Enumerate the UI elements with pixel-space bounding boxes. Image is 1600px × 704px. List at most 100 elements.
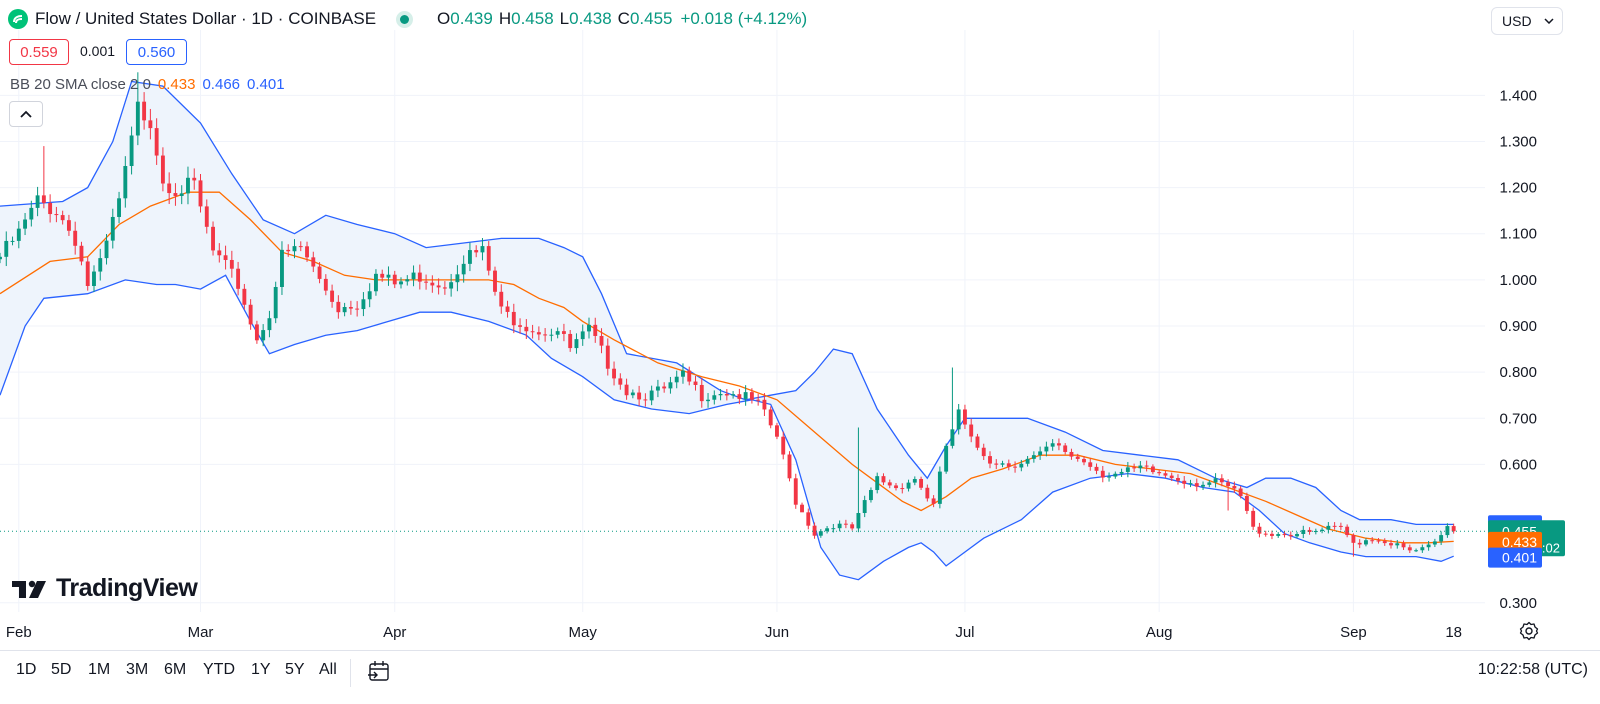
candle-body[interactable] <box>862 500 867 514</box>
candle-body[interactable] <box>668 382 673 389</box>
candle-body[interactable] <box>486 246 491 271</box>
candle-body[interactable] <box>812 525 817 536</box>
candle-body[interactable] <box>1338 525 1343 527</box>
candle-body[interactable] <box>818 531 823 536</box>
candle-body[interactable] <box>160 155 165 184</box>
candle-body[interactable] <box>1207 482 1212 485</box>
candle-body[interactable] <box>988 456 992 464</box>
candle-body[interactable] <box>229 259 234 269</box>
tradingview-logo[interactable]: TradingView <box>12 574 198 603</box>
candle-body[interactable] <box>0 256 2 260</box>
candle-body[interactable] <box>323 278 328 291</box>
candle-body[interactable] <box>117 198 121 217</box>
candle-body[interactable] <box>493 270 497 292</box>
candle-body[interactable] <box>355 308 360 310</box>
candle-body[interactable] <box>1445 526 1450 536</box>
candle-body[interactable] <box>248 304 253 325</box>
calendar-goto-icon[interactable] <box>367 659 391 683</box>
candle-body[interactable] <box>92 271 96 286</box>
candle-body[interactable] <box>1244 495 1249 511</box>
candle-body[interactable] <box>1251 510 1256 527</box>
candle-body[interactable] <box>806 512 811 526</box>
candle-body[interactable] <box>1426 544 1431 548</box>
candle-body[interactable] <box>449 282 454 289</box>
candle-body[interactable] <box>1288 534 1293 537</box>
candle-body[interactable] <box>217 250 222 256</box>
candle-body[interactable] <box>1263 533 1268 535</box>
candle-body[interactable] <box>417 272 422 282</box>
candle-body[interactable] <box>869 490 873 501</box>
candle-body[interactable] <box>142 101 147 121</box>
candle-body[interactable] <box>843 523 848 525</box>
candle-body[interactable] <box>580 331 585 340</box>
candle-body[interactable] <box>925 487 930 499</box>
candle-body[interactable] <box>380 273 385 278</box>
range-1d-button[interactable]: 1D <box>16 661 37 678</box>
candle-body[interactable] <box>693 381 698 385</box>
candle-body[interactable] <box>956 409 961 430</box>
candle-body[interactable] <box>305 246 309 258</box>
candle-body[interactable] <box>4 240 9 257</box>
candle-body[interactable] <box>1188 483 1193 485</box>
candle-body[interactable] <box>1219 478 1224 483</box>
candle-body[interactable] <box>1420 547 1425 551</box>
candle-body[interactable] <box>1150 466 1155 473</box>
candle-body[interactable] <box>643 399 648 401</box>
range-5d-button[interactable]: 5D <box>51 661 72 678</box>
candle-body[interactable] <box>392 274 397 285</box>
candle-body[interactable] <box>1069 451 1074 457</box>
range-1m-button[interactable]: 1M <box>88 661 111 678</box>
candle-body[interactable] <box>242 288 247 305</box>
candle-body[interactable] <box>1044 446 1049 452</box>
candle-body[interactable] <box>1301 529 1306 535</box>
candle-body[interactable] <box>706 399 710 402</box>
candle-body[interactable] <box>499 291 504 307</box>
candle-body[interactable] <box>1038 451 1043 456</box>
candle-body[interactable] <box>881 476 886 483</box>
candle-body[interactable] <box>530 331 535 333</box>
candle-body[interactable] <box>179 193 184 196</box>
candle-body[interactable] <box>975 436 980 448</box>
candle-body[interactable] <box>699 384 704 402</box>
candle-body[interactable] <box>60 215 65 221</box>
candle-body[interactable] <box>561 331 566 334</box>
candle-body[interactable] <box>1082 458 1086 463</box>
candle-body[interactable] <box>912 479 917 483</box>
candle-body[interactable] <box>555 331 560 335</box>
candle-body[interactable] <box>66 220 71 231</box>
candle-body[interactable] <box>1107 476 1111 478</box>
candle-body[interactable] <box>1075 456 1080 459</box>
candle-body[interactable] <box>192 177 197 181</box>
candle-body[interactable] <box>1389 543 1393 546</box>
candle-body[interactable] <box>405 279 410 282</box>
candle-body[interactable] <box>474 250 479 253</box>
candle-body[interactable] <box>1414 550 1419 552</box>
range-3m-button[interactable]: 3M <box>126 661 149 678</box>
candle-body[interactable] <box>54 214 59 216</box>
candle-body[interactable] <box>1282 534 1287 536</box>
candle-body[interactable] <box>718 394 723 396</box>
candle-body[interactable] <box>1364 540 1368 545</box>
candle-body[interactable] <box>549 334 554 336</box>
candle-body[interactable] <box>944 445 949 472</box>
candle-body[interactable] <box>10 240 15 242</box>
candle-body[interactable] <box>543 334 548 336</box>
candle-body[interactable] <box>1320 529 1325 532</box>
candle-body[interactable] <box>336 301 341 313</box>
candle-body[interactable] <box>587 324 591 332</box>
candle-body[interactable] <box>568 333 573 349</box>
candle-body[interactable] <box>624 384 629 396</box>
candle-body[interactable] <box>167 183 172 194</box>
candle-body[interactable] <box>605 345 610 369</box>
candle-body[interactable] <box>511 311 516 326</box>
candle-body[interactable] <box>1000 463 1005 465</box>
candle-body[interactable] <box>1370 540 1375 542</box>
candle-body[interactable] <box>887 482 892 486</box>
candle-body[interactable] <box>655 386 660 391</box>
candle-body[interactable] <box>135 101 140 136</box>
candle-body[interactable] <box>1088 462 1093 467</box>
candle-body[interactable] <box>267 318 272 331</box>
candle-body[interactable] <box>367 291 372 300</box>
candle-body[interactable] <box>1194 483 1199 487</box>
candle-body[interactable] <box>35 195 40 208</box>
